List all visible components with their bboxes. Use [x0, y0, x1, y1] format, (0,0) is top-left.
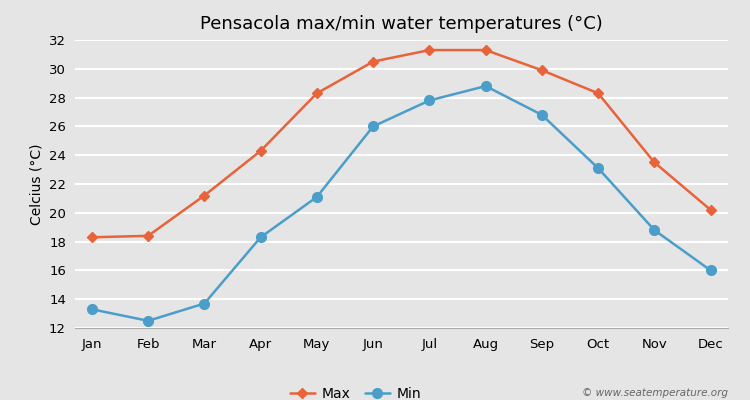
- Min: [706, 268, 715, 273]
- Max: [481, 48, 490, 52]
- Max: [312, 91, 321, 96]
- Min: [200, 301, 208, 306]
- Max: [87, 235, 96, 240]
- Max: [650, 160, 658, 165]
- Min: [537, 112, 546, 117]
- Min: [312, 194, 321, 199]
- Line: Max: Max: [88, 47, 714, 241]
- Min: [143, 318, 153, 323]
- Min: [368, 124, 377, 129]
- Max: [424, 48, 433, 52]
- Max: [256, 148, 266, 153]
- Line: Min: Min: [87, 81, 716, 326]
- Min: [424, 98, 433, 103]
- Max: [200, 193, 208, 198]
- Max: [143, 234, 153, 238]
- Text: © www.seatemperature.org: © www.seatemperature.org: [581, 388, 728, 398]
- Min: [594, 166, 603, 170]
- Title: Pensacola max/min water temperatures (°C): Pensacola max/min water temperatures (°C…: [200, 15, 603, 33]
- Min: [87, 307, 96, 312]
- Y-axis label: Celcius (°C): Celcius (°C): [29, 143, 44, 225]
- Legend: Max, Min: Max, Min: [284, 381, 427, 400]
- Max: [594, 91, 603, 96]
- Max: [706, 208, 715, 212]
- Max: [537, 68, 546, 73]
- Max: [368, 59, 377, 64]
- Min: [650, 228, 658, 232]
- Min: [256, 235, 266, 240]
- Min: [481, 84, 490, 88]
